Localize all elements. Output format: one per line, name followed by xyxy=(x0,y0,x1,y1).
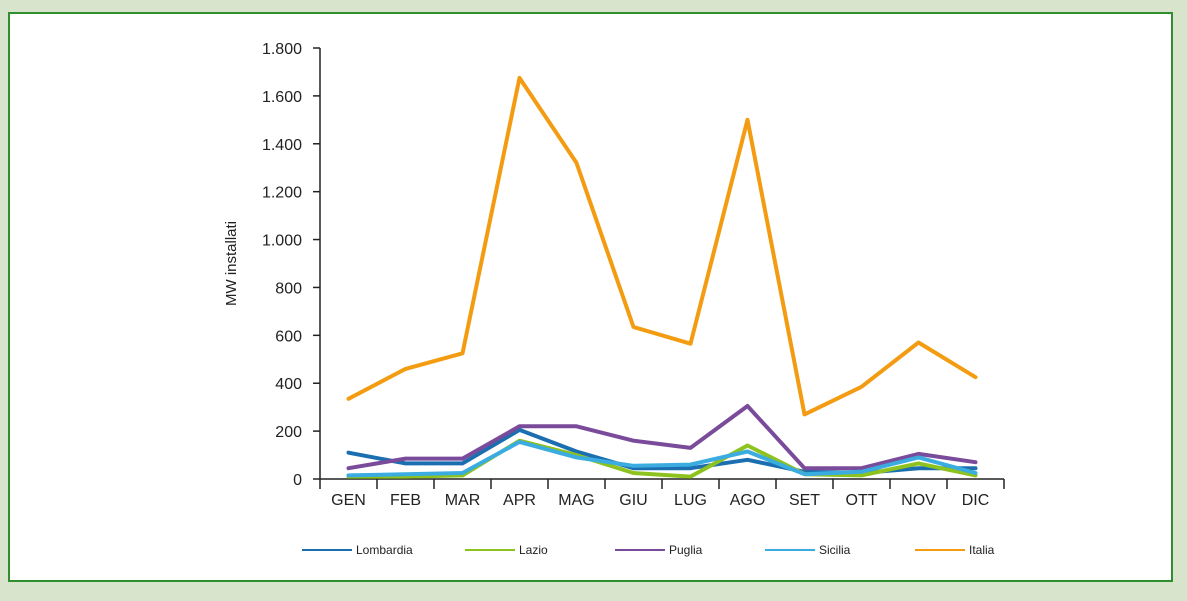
legend-label: Sicilia xyxy=(819,543,851,557)
chart-frame xyxy=(8,12,1173,582)
y-tick-label: 1.400 xyxy=(262,137,302,154)
x-tick-label: MAR xyxy=(445,492,481,509)
legend-label: Lazio xyxy=(519,543,548,557)
y-tick-label: 1.200 xyxy=(262,185,302,202)
series-line-italia xyxy=(346,75,978,417)
chart-series xyxy=(346,75,978,479)
legend-label: Lombardia xyxy=(356,543,413,557)
y-tick-label: 600 xyxy=(275,328,302,345)
y-axis-title: MW installati xyxy=(223,221,240,306)
y-tick-label: 1.000 xyxy=(262,233,302,250)
y-tick-label: 1.600 xyxy=(262,89,302,106)
x-tick-label: LUG xyxy=(674,492,707,509)
series-line-sicilia xyxy=(346,439,978,478)
y-tick-label: 1.800 xyxy=(262,41,302,58)
y-tick-label: 800 xyxy=(275,280,302,297)
series-line-lazio xyxy=(346,438,978,479)
chart-axes: 0 200 400 600 800 1.000 1.200 1.400 1.600 1.800 GE… xyxy=(223,41,1005,509)
legend-label: Puglia xyxy=(669,543,703,557)
x-tick-label: DIC xyxy=(962,492,990,509)
y-tick-label: 200 xyxy=(275,424,302,441)
x-tick-label: MAG xyxy=(558,492,594,509)
y-tick-label: 0 xyxy=(293,472,302,489)
series-line-puglia xyxy=(346,404,978,471)
x-tick-label: APR xyxy=(503,492,536,509)
x-tick-label: GIU xyxy=(619,492,647,509)
x-tick-label: AGO xyxy=(730,492,766,509)
x-tick-label: NOV xyxy=(901,492,936,509)
y-tick-label: 400 xyxy=(275,376,302,393)
x-tick-label: GEN xyxy=(331,492,366,509)
x-tick-label: SET xyxy=(789,492,820,509)
x-tick-label: FEB xyxy=(390,492,421,509)
legend-label: Italia xyxy=(969,543,995,557)
x-tick-label: OTT xyxy=(846,492,878,509)
chart-legend: Lombardia Lazio Puglia Sicilia Italia xyxy=(302,543,995,557)
